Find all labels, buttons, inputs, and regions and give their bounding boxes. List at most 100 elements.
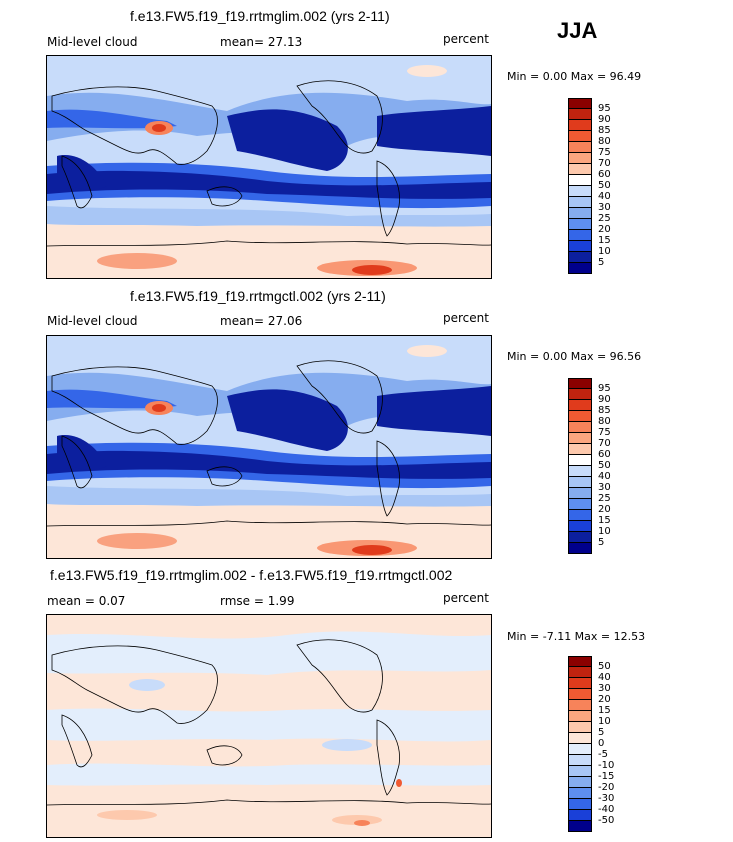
cbar3-swatch-0 (568, 656, 592, 667)
cbar1-swatch-5 (568, 153, 592, 164)
cbar1-label: 95 (598, 103, 611, 114)
cbar3-swatch-6 (568, 722, 592, 733)
panel2-minmax: Min = 0.00 Max = 96.56 (507, 350, 642, 363)
cbar2-swatch-4 (568, 422, 592, 433)
cbar1-swatch-10 (568, 208, 592, 219)
cbar2-swatch-5 (568, 433, 592, 444)
cbar3-swatch-5 (568, 711, 592, 722)
cbar1-swatch-6 (568, 164, 592, 175)
panel2-title: f.e13.FW5.f19_f19.rrtmgctl.002 (yrs 2-11… (130, 288, 386, 304)
panel2-map (46, 335, 492, 559)
cbar3-label: 0 (598, 738, 605, 749)
panel1-variable-label: Mid-level cloud (47, 35, 138, 49)
panel3-units-label: percent (443, 591, 489, 605)
cbar3-swatch-7 (568, 733, 592, 744)
panel2-mean-label: mean= 27.06 (220, 314, 303, 328)
panel3-map (46, 614, 492, 838)
cbar1-swatch-13 (568, 241, 592, 252)
cbar2-swatch-11 (568, 499, 592, 510)
cbar3-label: -20 (598, 782, 615, 793)
cbar2-label: 60 (598, 449, 611, 460)
cbar1-swatch-4 (568, 142, 592, 153)
panel3-mean-label: mean = 0.07 (47, 594, 126, 608)
cbar1-label: 85 (598, 125, 611, 136)
season-label: JJA (557, 18, 598, 43)
panel3-map-field (47, 615, 491, 837)
cbar1-label: 25 (598, 213, 611, 224)
cbar3-label: 50 (598, 661, 611, 672)
cbar2-label: 95 (598, 383, 611, 394)
cbar2-label: 50 (598, 460, 611, 471)
cbar1-label: 60 (598, 169, 611, 180)
panel2-map-field (47, 336, 491, 558)
cbar1-swatch-11 (568, 219, 592, 230)
panel1-map (46, 55, 492, 279)
cbar2-swatch-12 (568, 510, 592, 521)
cbar2-label: 80 (598, 416, 611, 427)
cbar2-label: 5 (598, 537, 605, 548)
cbar3-label: -30 (598, 793, 615, 804)
cbar3-label: -5 (598, 749, 608, 760)
cbar3-swatch-8 (568, 744, 592, 755)
cbar2-label: 30 (598, 482, 611, 493)
cbar3-label: 10 (598, 716, 611, 727)
cbar2-swatch-10 (568, 488, 592, 499)
cbar3-label: 40 (598, 672, 611, 683)
panel3-minmax: Min = -7.11 Max = 12.53 (507, 630, 646, 643)
cbar3-label: -50 (598, 815, 615, 826)
cbar3-swatch-2 (568, 678, 592, 689)
cbar3-swatch-13 (568, 799, 592, 810)
cbar2-swatch-1 (568, 389, 592, 400)
cbar3-swatch-11 (568, 777, 592, 788)
cbar3-label: -10 (598, 760, 615, 771)
cbar3-label: 15 (598, 705, 611, 716)
cbar2-label: 10 (598, 526, 611, 537)
cbar1-label: 80 (598, 136, 611, 147)
cbar2-swatch-14 (568, 532, 592, 543)
cbar1-label: 90 (598, 114, 611, 125)
cbar2-label: 25 (598, 493, 611, 504)
cbar3-swatch-10 (568, 766, 592, 777)
cbar2-label: 20 (598, 504, 611, 515)
cbar2-label: 70 (598, 438, 611, 449)
cbar3-label: -15 (598, 771, 615, 782)
cbar1-swatch-8 (568, 186, 592, 197)
panel1-title: f.e13.FW5.f19_f19.rrtmglim.002 (yrs 2-11… (130, 8, 390, 24)
cbar3-swatch-12 (568, 788, 592, 799)
cbar1-label: 15 (598, 235, 611, 246)
cbar3-label: 30 (598, 683, 611, 694)
cbar2-swatch-9 (568, 477, 592, 488)
cbar1-swatch-0 (568, 98, 592, 109)
cbar2-swatch-6 (568, 444, 592, 455)
panel2-units-label: percent (443, 311, 489, 325)
cbar3-label: -40 (598, 804, 615, 815)
panel1-units-label: percent (443, 32, 489, 46)
panel3-title: f.e13.FW5.f19_f19.rrtmglim.002 - f.e13.F… (50, 567, 453, 583)
cbar2-swatch-3 (568, 411, 592, 422)
cbar2-swatch-13 (568, 521, 592, 532)
cbar3-label: 5 (598, 727, 605, 738)
panel1-coast-antarctica (47, 240, 491, 247)
cbar2-label: 75 (598, 427, 611, 438)
panel1-coast-americas (296, 80, 383, 154)
cbar1-swatch-1 (568, 109, 592, 120)
cbar1-label: 20 (598, 224, 611, 235)
cbar1-label: 40 (598, 191, 611, 202)
cbar3-swatch-14 (568, 810, 592, 821)
cbar1-swatch-3 (568, 131, 592, 142)
cbar2-label: 90 (598, 394, 611, 405)
cbar2-swatch-7 (568, 455, 592, 466)
cbar3-swatch-1 (568, 667, 592, 678)
panel1-minmax: Min = 0.00 Max = 96.49 (507, 70, 642, 83)
cbar1-swatch-12 (568, 230, 592, 241)
cbar1-swatch-9 (568, 197, 592, 208)
cbar1-label: 75 (598, 147, 611, 158)
cbar1-label: 5 (598, 257, 605, 268)
cbar2-swatch-0 (568, 378, 592, 389)
cbar2-swatch-8 (568, 466, 592, 477)
cbar1-swatch-7 (568, 175, 592, 186)
cbar2-label: 40 (598, 471, 611, 482)
panel1-coast-eurasia (51, 86, 218, 165)
cbar3-swatch-4 (568, 700, 592, 711)
cbar3-label: 20 (598, 694, 611, 705)
